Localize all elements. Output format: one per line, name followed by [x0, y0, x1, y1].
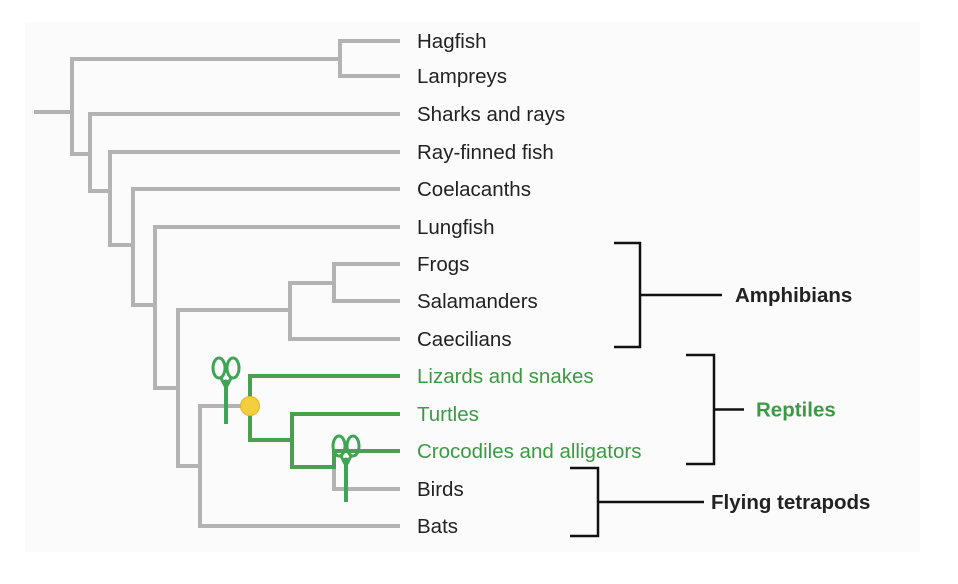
taxon-label-coelacanths: Coelacanths [417, 178, 531, 201]
taxon-label-bats: Bats [417, 515, 458, 538]
taxon-label-crocodiles-and-alligators: Crocodiles and alligators [417, 440, 641, 463]
taxon-label-salamanders: Salamanders [417, 290, 538, 313]
taxon-label-turtles: Turtles [417, 403, 479, 426]
taxon-label-frogs: Frogs [417, 253, 469, 276]
taxon-label-lungfish: Lungfish [417, 216, 495, 239]
group-label-reptiles: Reptiles [756, 399, 836, 422]
group-labels: Amphibians Reptiles Flying tetrapods [711, 284, 870, 514]
reptiles-bracket [686, 353, 744, 466]
taxon-label-ray-finned-fish: Ray-finned fish [417, 141, 554, 164]
taxon-labels: Hagfish Lampreys Sharks and rays Ray-finned… [417, 30, 641, 538]
diagram-background [25, 22, 920, 552]
group-brackets [570, 241, 744, 538]
cut-markers [211, 356, 361, 502]
amphibians-bracket [614, 241, 722, 349]
taxon-label-lizards-and-snakes: Lizards and snakes [417, 365, 594, 388]
flying-tetrapods-bracket [570, 466, 704, 538]
taxon-label-caecilians: Caecilians [417, 328, 512, 351]
taxon-label-birds: Birds [417, 478, 464, 501]
gray-branches [34, 39, 400, 528]
scissors-icon [211, 356, 241, 424]
reptile-branches [248, 374, 400, 469]
group-label-flying-tetrapods: Flying tetrapods [711, 491, 870, 514]
node-marker [240, 396, 260, 416]
scissors-icon [331, 434, 361, 502]
group-label-amphibians: Amphibians [735, 284, 852, 307]
taxon-label-lampreys: Lampreys [417, 65, 507, 88]
taxon-label-sharks-and-rays: Sharks and rays [417, 103, 565, 126]
taxon-label-hagfish: Hagfish [417, 30, 487, 53]
